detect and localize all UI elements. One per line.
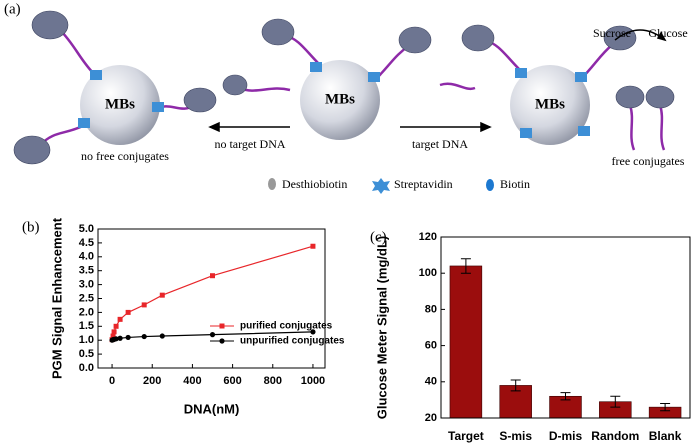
error-bar [560,392,571,401]
marker [210,273,216,279]
arrows [208,29,667,133]
marker [159,333,165,339]
error-bar [510,379,521,392]
y-tick-label: 2.0 [79,306,94,318]
marker [310,243,316,249]
y-axis-label: Glucose Meter Signal (mg/dL) [374,236,389,419]
legend-label: unpurified conjugates [240,336,345,347]
x-tick-label: D-mis [549,429,583,443]
panel-a: (a) MBs MBs MBs [4,1,688,194]
marker [110,333,116,339]
y-tick-label: 5.0 [79,223,94,235]
legend-marker [219,338,225,344]
marker [209,332,216,338]
legend-label: Streptavidin [394,177,453,191]
x-tick-label: Random [591,429,639,443]
proteins [13,10,675,165]
x-tick-label: 800 [264,375,282,387]
y-tick-label: 100 [419,267,437,279]
marker [310,329,316,335]
marker [125,309,131,315]
marker [159,292,165,298]
legend-marker [219,323,225,329]
arrow-label: target DNA [412,137,468,151]
diagram-legend: Desthiobiotin Streptavidin Biotin [268,177,530,194]
marker [113,323,119,329]
x-axis-label: DNA(nM) [184,401,240,416]
y-tick-label: 0.0 [79,362,94,374]
error-bar [660,403,671,412]
arrow-label: no target DNA [214,137,285,151]
sphere-label: MBs [105,96,135,112]
x-tick-label: 600 [223,375,241,387]
y-tick-label: 40 [425,376,437,388]
marker [117,316,123,322]
error-bar [460,258,471,274]
legend-label: Desthiobiotin [282,177,347,191]
bar [449,265,483,419]
y-tick-label: 20 [425,412,437,424]
x-tick-label: 400 [183,375,201,387]
caption: no free conjugates [81,149,169,163]
x-tick-label: Target [448,429,484,443]
y-tick-label: 120 [419,231,437,243]
y-tick-label: 80 [425,303,437,315]
reaction-substrate: Sucrose [593,26,631,40]
y-tick-label: 3.0 [79,279,94,291]
y-tick-label: 0.5 [79,348,94,360]
y-tick-label: 3.5 [79,265,94,277]
y-tick-label: 4.0 [79,251,94,263]
y-axis-label: PGM Signal Enhancement [49,217,64,379]
panel-label: (a) [4,1,21,17]
marker [125,334,131,341]
y-tick-label: 2.5 [79,292,94,304]
x-tick-label: S-mis [499,429,532,443]
panel-label: (c) [370,229,387,245]
error-bar [610,395,621,408]
y-tick-label: 4.5 [79,237,94,249]
marker [111,329,117,335]
x-tick-label: 1000 [301,375,325,387]
plot-frame [440,236,691,419]
marker [113,336,119,342]
y-tick-label: 1.0 [79,334,94,346]
legend-label: Biotin [500,177,530,191]
spheres: MBs MBs MBs [80,60,590,145]
plot-frame [97,228,326,369]
y-tick-label: 1.5 [79,320,94,332]
sphere-label: MBs [325,91,355,107]
caption: free conjugates [612,154,685,168]
sphere-label: MBs [535,96,565,112]
streptavidin [78,62,590,138]
reaction-product: Glucose [648,26,687,40]
legend-label: purified conjugates [240,321,333,332]
panel-label: (b) [22,219,40,235]
x-tick-label: Blank [649,429,682,443]
marker [141,333,147,340]
x-tick-label: 0 [109,375,115,387]
marker [117,335,123,341]
x-tick-label: 200 [143,375,161,387]
y-tick-label: 60 [425,340,437,352]
marker [141,302,147,308]
